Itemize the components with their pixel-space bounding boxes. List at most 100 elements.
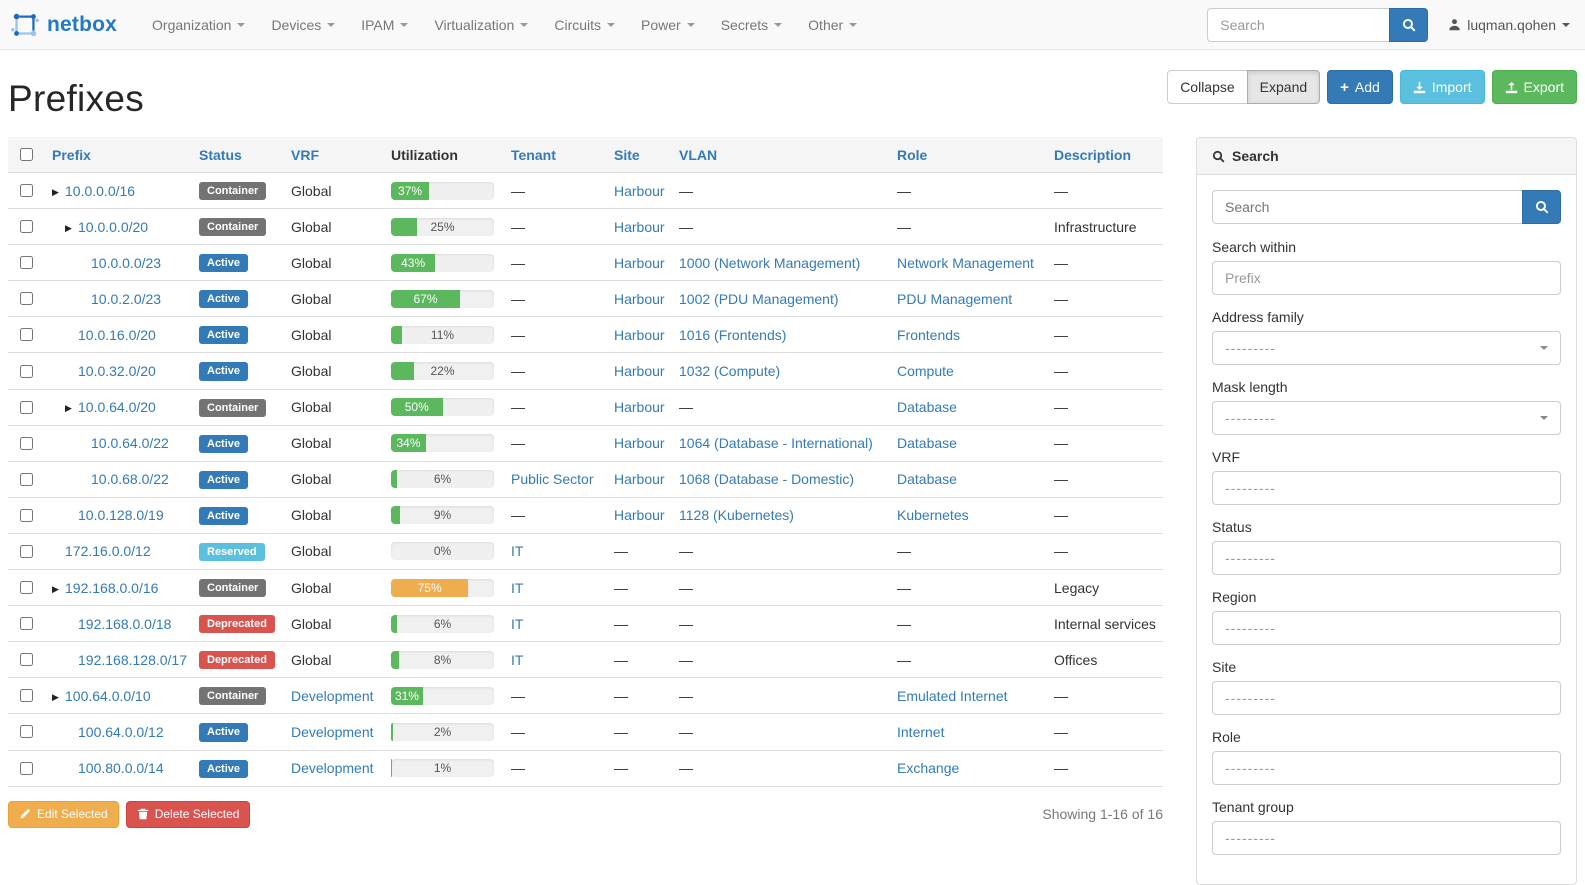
column-header-description[interactable]: Description [1054, 146, 1132, 163]
vlan-link[interactable]: 1016 (Frontends) [679, 326, 787, 343]
collapse-button[interactable]: Collapse [1167, 70, 1248, 104]
site-link[interactable]: Harbour [614, 435, 665, 452]
column-header-vrf[interactable]: VRF [291, 146, 319, 163]
row-checkbox[interactable] [20, 184, 33, 198]
nav-menu-circuits[interactable]: Circuits [541, 0, 628, 49]
select-all-checkbox[interactable] [20, 148, 33, 161]
role-link[interactable]: Compute [897, 363, 954, 380]
role-link[interactable]: Exchange [897, 760, 960, 777]
global-search-button[interactable] [1389, 7, 1429, 42]
role-link[interactable]: Emulated Internet [897, 687, 1008, 704]
filter-search-button[interactable] [1522, 190, 1561, 224]
column-header-vlan[interactable]: VLAN [679, 146, 718, 163]
role-link[interactable]: Internet [897, 723, 945, 740]
row-checkbox[interactable] [20, 617, 33, 631]
prefix-link[interactable]: 10.0.0.0/16 [65, 182, 136, 199]
import-button[interactable]: Import [1399, 70, 1485, 104]
vrf-link[interactable]: Development [291, 760, 374, 777]
filter-select-status[interactable]: --------- [1212, 541, 1561, 575]
export-button[interactable]: Export [1491, 70, 1577, 104]
row-checkbox[interactable] [20, 508, 33, 522]
site-link[interactable]: Harbour [614, 363, 665, 380]
vlan-link[interactable]: 1000 (Network Management) [679, 254, 861, 271]
site-link[interactable]: Harbour [614, 471, 665, 488]
row-checkbox[interactable] [20, 400, 33, 414]
user-menu[interactable]: luqman.qohen [1448, 17, 1570, 33]
row-checkbox[interactable] [20, 220, 33, 234]
prefix-link[interactable]: 10.0.128.0/19 [78, 507, 164, 524]
tenant-link[interactable]: IT [511, 651, 524, 668]
row-checkbox[interactable] [20, 364, 33, 378]
expand-button[interactable]: Expand [1246, 70, 1321, 104]
row-checkbox[interactable] [20, 725, 33, 739]
prefix-link[interactable]: 100.64.0.0/10 [65, 687, 151, 704]
prefix-link[interactable]: 100.80.0.0/14 [78, 760, 164, 777]
nav-menu-other[interactable]: Other [795, 0, 870, 49]
prefix-link[interactable]: 10.0.68.0/22 [91, 471, 169, 488]
tenant-link[interactable]: IT [511, 543, 524, 560]
row-checkbox[interactable] [20, 256, 33, 270]
filter-search-input[interactable] [1212, 190, 1522, 224]
nav-menu-ipam[interactable]: IPAM [348, 0, 421, 49]
column-header-tenant[interactable]: Tenant [511, 146, 556, 163]
filter-select-vrf[interactable]: --------- [1212, 471, 1561, 505]
vlan-link[interactable]: 1064 (Database - International) [679, 435, 873, 452]
prefix-link[interactable]: 10.0.0.0/20 [78, 218, 149, 235]
filter-select-tenant-group[interactable]: --------- [1212, 821, 1561, 855]
row-checkbox[interactable] [20, 472, 33, 486]
prefix-link[interactable]: 10.0.2.0/23 [91, 290, 162, 307]
site-link[interactable]: Harbour [614, 290, 665, 307]
site-link[interactable]: Harbour [614, 254, 665, 271]
add-button[interactable]: + Add [1327, 70, 1393, 104]
row-checkbox[interactable] [20, 689, 33, 703]
global-search-input[interactable] [1207, 7, 1390, 42]
prefix-link[interactable]: 10.0.64.0/20 [78, 399, 156, 416]
netbox-logo[interactable]: netbox [10, 10, 117, 40]
filter-select-site[interactable]: --------- [1212, 681, 1561, 715]
role-link[interactable]: Database [897, 471, 957, 488]
role-link[interactable]: Network Management [897, 254, 1034, 271]
expand-toggle-icon[interactable]: ▶ [65, 222, 72, 233]
nav-menu-organization[interactable]: Organization [139, 0, 258, 49]
expand-toggle-icon[interactable]: ▶ [52, 691, 59, 702]
filter-input-search-within[interactable] [1212, 261, 1561, 295]
column-header-status[interactable]: Status [199, 146, 242, 163]
prefix-link[interactable]: 172.16.0.0/12 [65, 543, 151, 560]
role-link[interactable]: Database [897, 435, 957, 452]
prefix-link[interactable]: 192.168.128.0/17 [78, 651, 187, 668]
site-link[interactable]: Harbour [614, 218, 665, 235]
filter-select-mask-length[interactable]: --------- [1212, 401, 1561, 435]
vlan-link[interactable]: 1068 (Database - Domestic) [679, 471, 855, 488]
vlan-link[interactable]: 1032 (Compute) [679, 363, 781, 380]
prefix-link[interactable]: 10.0.16.0/20 [78, 326, 156, 343]
expand-toggle-icon[interactable]: ▶ [52, 186, 59, 197]
filter-select-role[interactable]: --------- [1212, 751, 1561, 785]
prefix-link[interactable]: 10.0.0.0/23 [91, 254, 162, 271]
expand-toggle-icon[interactable]: ▶ [52, 583, 59, 594]
prefix-link[interactable]: 10.0.32.0/20 [78, 363, 156, 380]
tenant-link[interactable]: Public Sector [511, 471, 594, 488]
prefix-link[interactable]: 192.168.0.0/18 [78, 615, 172, 632]
vrf-link[interactable]: Development [291, 687, 374, 704]
nav-menu-secrets[interactable]: Secrets [708, 0, 795, 49]
row-checkbox[interactable] [20, 292, 33, 306]
vlan-link[interactable]: 1002 (PDU Management) [679, 290, 839, 307]
prefix-link[interactable]: 10.0.64.0/22 [91, 435, 169, 452]
row-checkbox[interactable] [20, 761, 33, 775]
nav-menu-virtualization[interactable]: Virtualization [421, 0, 541, 49]
site-link[interactable]: Harbour [614, 507, 665, 524]
row-checkbox[interactable] [20, 653, 33, 667]
column-header-site[interactable]: Site [614, 146, 640, 163]
vlan-link[interactable]: 1128 (Kubernetes) [679, 507, 794, 524]
tenant-link[interactable]: IT [511, 579, 524, 596]
row-checkbox[interactable] [20, 436, 33, 450]
site-link[interactable]: Harbour [614, 399, 665, 416]
role-link[interactable]: PDU Management [897, 290, 1013, 307]
filter-select-address-family[interactable]: --------- [1212, 331, 1561, 365]
column-header-role[interactable]: Role [897, 146, 928, 163]
nav-menu-power[interactable]: Power [628, 0, 708, 49]
filter-select-region[interactable]: --------- [1212, 611, 1561, 645]
expand-toggle-icon[interactable]: ▶ [65, 403, 72, 414]
site-link[interactable]: Harbour [614, 182, 665, 199]
vrf-link[interactable]: Development [291, 723, 374, 740]
